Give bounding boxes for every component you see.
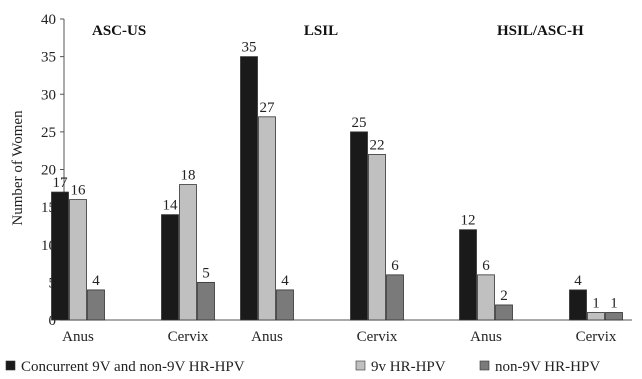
data-label: 25 <box>352 115 367 131</box>
y-tick-label: 25 <box>41 125 56 141</box>
data-label: 5 <box>202 265 210 281</box>
data-label: 12 <box>461 213 476 229</box>
y-axis-title: Number of Women <box>10 110 26 226</box>
bar <box>69 199 87 321</box>
bar <box>87 289 105 321</box>
bar <box>197 281 215 321</box>
category-label: Anus <box>470 329 502 345</box>
group-title: LSIL <box>304 23 338 39</box>
category-label: Cervix <box>576 329 617 345</box>
group-titles: ASC-US LSIL HSIL/ASC-H <box>92 23 584 39</box>
y-axis: 0510152025303540 <box>41 12 632 329</box>
y-tick-label: 30 <box>41 87 56 103</box>
category-labels: Anus Cervix Anus Cervix Anus Cervix <box>62 329 617 345</box>
legend-label: Concurrent 9V and non-9V HR-HPV <box>21 359 245 375</box>
y-tick-label: 20 <box>41 163 56 179</box>
data-label: 6 <box>391 258 399 274</box>
data-label: 1 <box>592 295 600 311</box>
group-title: ASC-US <box>92 23 146 39</box>
category-label: Cervix <box>168 329 209 345</box>
legend-swatch <box>355 360 366 371</box>
bar <box>459 229 477 321</box>
bar <box>161 214 179 321</box>
data-label: 6 <box>482 258 490 274</box>
y-tick-label: 40 <box>41 12 56 28</box>
bar <box>276 289 294 321</box>
data-label: 16 <box>71 183 87 199</box>
bar <box>51 191 69 321</box>
data-label: 4 <box>281 273 289 289</box>
y-tick-label: 0 <box>49 313 57 329</box>
bar <box>605 312 623 321</box>
legend-label: non-9V HR-HPV <box>495 359 600 375</box>
legend-swatch <box>5 360 16 371</box>
data-label: 18 <box>181 168 196 184</box>
data-label: 4 <box>574 273 582 289</box>
data-label: 2 <box>500 288 508 304</box>
y-tick-label: 35 <box>41 50 56 66</box>
category-label: Anus <box>251 329 283 345</box>
bar <box>240 56 258 321</box>
bar <box>386 274 404 321</box>
group-title: HSIL/ASC-H <box>497 23 584 39</box>
data-label: 4 <box>92 273 100 289</box>
bar <box>495 304 513 321</box>
data-label: 1 <box>610 295 618 311</box>
data-label: 27 <box>260 100 276 116</box>
category-label: Anus <box>62 329 94 345</box>
legend: Concurrent 9V and non-9V HR-HPV 9v HR-HPV… <box>5 359 600 375</box>
data-label: 17 <box>53 175 69 191</box>
bar <box>368 154 386 321</box>
bar <box>477 274 495 321</box>
bar <box>179 184 197 321</box>
legend-swatch <box>479 360 490 371</box>
data-label: 35 <box>242 40 257 56</box>
data-label: 14 <box>163 198 179 214</box>
bar <box>587 312 605 321</box>
bar <box>350 131 368 321</box>
data-label: 22 <box>370 137 385 153</box>
bar <box>258 116 276 321</box>
legend-label: 9v HR-HPV <box>371 359 446 375</box>
bars <box>51 56 623 321</box>
category-label: Cervix <box>357 329 398 345</box>
bar <box>569 289 587 321</box>
